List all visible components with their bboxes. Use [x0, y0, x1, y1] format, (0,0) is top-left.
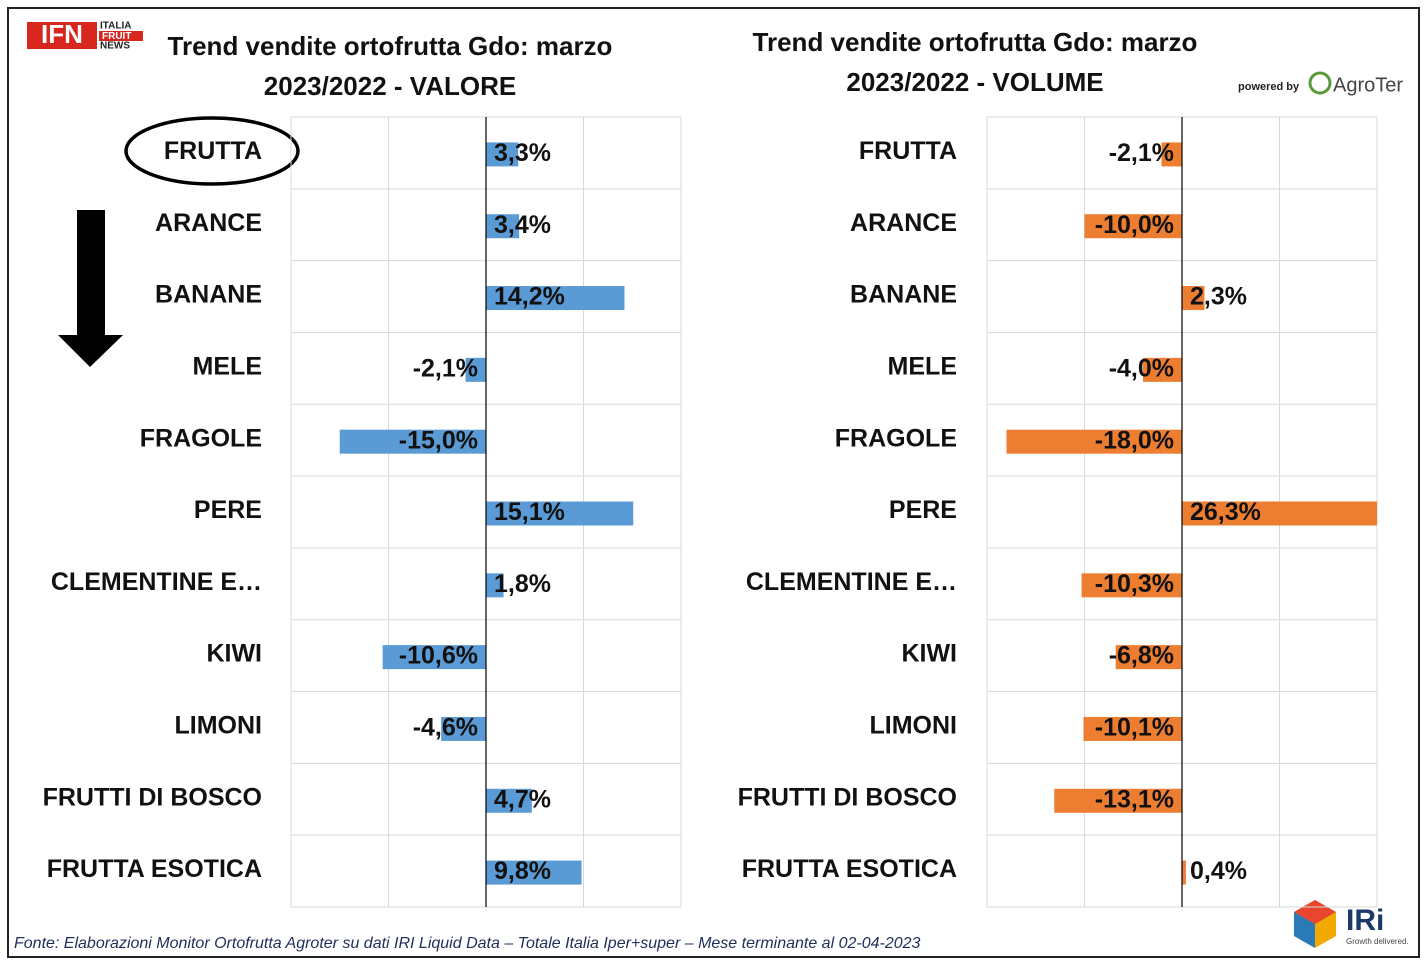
powered-by: powered by: [1238, 81, 1300, 93]
value-label: -10,3%: [1095, 570, 1174, 598]
chart-title: Trend vendite ortofrutta Gdo: marzo 2023…: [752, 27, 1198, 97]
bar: [1081, 573, 1182, 598]
category-label: FRUTTA: [164, 137, 262, 165]
chart-title: Trend vendite ortofrutta Gdo: marzo 2023…: [167, 31, 613, 101]
arrow-head: [58, 335, 123, 367]
bar: [1115, 645, 1182, 670]
category-label: FRUTTA ESOTICA: [47, 855, 262, 883]
value-label: -4,6%: [413, 714, 478, 742]
logo-line: NEWS: [100, 41, 130, 52]
value-label: 14,2%: [494, 283, 565, 311]
value-label: 15,1%: [494, 498, 565, 526]
value-label: -18,0%: [1095, 426, 1174, 454]
bar: [1084, 214, 1182, 239]
category-label: LIMONI: [870, 712, 958, 740]
category-label: BANANE: [155, 281, 262, 309]
highlight-oval: [124, 116, 300, 186]
logo-mark: IFN: [41, 19, 83, 49]
bar: [486, 286, 625, 311]
value-label: 3,3%: [494, 139, 551, 167]
value-label: 4,7%: [494, 785, 551, 813]
category-label: CLEMENTINE E…: [51, 568, 262, 596]
value-label: 3,4%: [494, 211, 551, 239]
agroter-icon: [1308, 71, 1332, 95]
value-label: -10,6%: [399, 642, 478, 670]
agroter-brand: AgroTer: [1333, 74, 1403, 96]
category-label: MELE: [193, 352, 262, 380]
bar: [1182, 860, 1186, 885]
iri-tagline: Growth delivered.: [1346, 937, 1409, 946]
bar: [382, 645, 486, 670]
value-label: -15,0%: [399, 426, 478, 454]
value-label: 26,3%: [1190, 498, 1261, 526]
category-label: CLEMENTINE E…: [746, 568, 957, 596]
bar: [486, 860, 582, 885]
bar: [486, 142, 519, 167]
category-label: FRAGOLE: [835, 424, 957, 452]
iri-brand: IRi: [1346, 904, 1384, 937]
iri-icon: [1294, 912, 1315, 948]
category-label: PERE: [194, 496, 262, 524]
category-label: FRUTTI DI BOSCO: [738, 783, 957, 811]
bar: [1182, 501, 1377, 526]
value-label: -13,1%: [1095, 785, 1174, 813]
category-label: KIWI: [206, 640, 262, 668]
value-label: 1,8%: [494, 570, 551, 598]
category-label: FRAGOLE: [140, 424, 262, 452]
value-label: 2,3%: [1190, 283, 1247, 311]
bar: [486, 788, 532, 813]
logo-line: FRUIT: [102, 31, 131, 42]
value-label: -4,0%: [1109, 354, 1174, 382]
footer: Fonte: Elaborazioni Monitor Ortofrutta A…: [14, 935, 921, 952]
category-label: ARANCE: [155, 209, 262, 237]
value-label: 9,8%: [494, 857, 551, 885]
bar: [465, 357, 486, 382]
category-label: FRUTTI DI BOSCO: [43, 783, 262, 811]
category-label: ARANCE: [850, 209, 957, 237]
bar: [441, 716, 486, 741]
value-label: -6,8%: [1109, 642, 1174, 670]
bar: [1182, 286, 1205, 311]
bar: [1006, 429, 1182, 454]
bar: [486, 573, 504, 598]
category-label: FRUTTA ESOTICA: [742, 855, 957, 883]
logo-band: [99, 31, 143, 41]
category-label: LIMONI: [175, 712, 263, 740]
value-label: -2,1%: [1109, 139, 1174, 167]
bar: [1083, 716, 1182, 741]
value-label: -2,1%: [413, 354, 478, 382]
bar: [1161, 142, 1182, 167]
category-label: FRUTTA: [859, 137, 957, 165]
bar: [1054, 788, 1182, 813]
frame: [7, 7, 1420, 958]
value-label: -10,1%: [1095, 714, 1174, 742]
bar: [486, 214, 520, 239]
bar: [339, 429, 486, 454]
bar: [486, 501, 634, 526]
logo-box: [27, 22, 97, 49]
value-label: -10,0%: [1095, 211, 1174, 239]
category-label: BANANE: [850, 281, 957, 309]
category-label: KIWI: [901, 640, 957, 668]
category-label: PERE: [889, 496, 957, 524]
bar: [1143, 357, 1182, 382]
value-label: 0,4%: [1190, 857, 1247, 885]
category-label: MELE: [888, 352, 957, 380]
arrow-shaft: [77, 210, 105, 336]
logo-line: ITALIA: [100, 21, 131, 32]
